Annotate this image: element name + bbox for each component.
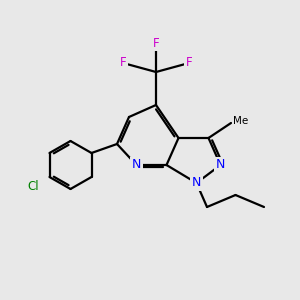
Text: F: F [153,37,159,50]
Text: N: N [216,158,225,172]
Text: F: F [186,56,192,70]
Text: N: N [192,176,201,190]
Text: F: F [120,56,126,70]
Text: Cl: Cl [27,179,39,193]
Text: Me: Me [232,116,248,127]
Text: N: N [132,158,141,172]
